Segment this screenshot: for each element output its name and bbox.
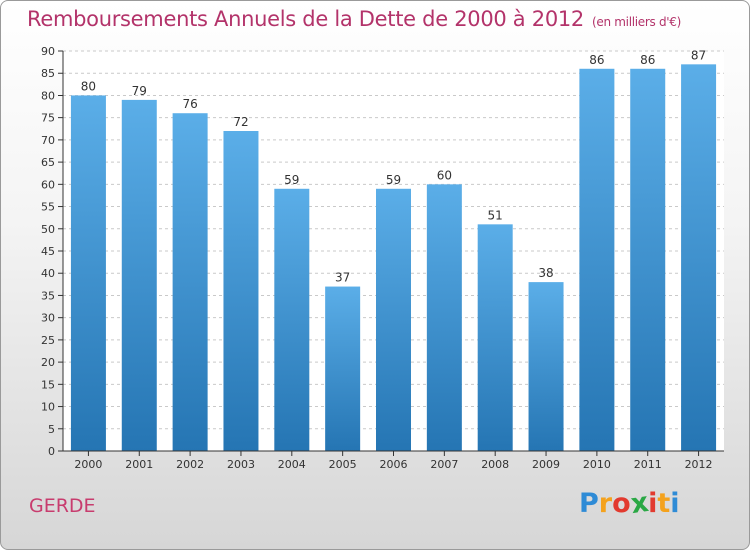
y-tick-label: 10 bbox=[41, 401, 55, 414]
y-tick-label: 15 bbox=[41, 378, 55, 391]
y-tick-label: 90 bbox=[41, 45, 55, 58]
chart-title: Remboursements Annuels de la Dette de 20… bbox=[27, 7, 681, 31]
bar-value-label: 59 bbox=[386, 173, 401, 187]
bar-value-label: 86 bbox=[640, 53, 655, 67]
bar bbox=[325, 286, 361, 451]
y-tick-label: 85 bbox=[41, 67, 55, 80]
bar bbox=[681, 64, 717, 452]
x-tick-label: 2010 bbox=[583, 458, 611, 471]
logo-letter: P bbox=[579, 488, 599, 519]
bar-value-label: 37 bbox=[335, 271, 350, 285]
bar bbox=[376, 188, 411, 451]
x-tick-label: 2002 bbox=[176, 458, 204, 471]
logo-letter: i bbox=[648, 488, 658, 519]
bar-value-label: 60 bbox=[437, 168, 452, 182]
x-tick-label: 2005 bbox=[329, 458, 357, 471]
bar bbox=[172, 113, 208, 451]
x-tick-label: 2012 bbox=[685, 458, 713, 471]
logo-letter: i bbox=[670, 488, 680, 519]
y-tick-label: 20 bbox=[41, 356, 55, 369]
y-tick-label: 40 bbox=[41, 267, 55, 280]
bar bbox=[274, 188, 310, 451]
x-tick-label: 2003 bbox=[227, 458, 255, 471]
y-tick-label: 65 bbox=[41, 156, 55, 169]
y-tick-label: 45 bbox=[41, 245, 55, 258]
bar-value-label: 86 bbox=[589, 53, 604, 67]
bar bbox=[426, 184, 462, 452]
bar bbox=[528, 282, 564, 451]
y-tick-label: 75 bbox=[41, 112, 55, 125]
y-tick-label: 30 bbox=[41, 312, 55, 325]
x-tick-label: 2000 bbox=[74, 458, 102, 471]
y-tick-label: 25 bbox=[41, 334, 55, 347]
bar bbox=[223, 131, 259, 451]
x-tick-label: 2008 bbox=[481, 458, 509, 471]
bar bbox=[630, 68, 666, 452]
x-tick-label: 2007 bbox=[430, 458, 458, 471]
bar-value-label: 72 bbox=[233, 115, 248, 129]
bar-value-label: 38 bbox=[538, 266, 553, 280]
chart-title-text: Remboursements Annuels de la Dette de 20… bbox=[27, 7, 584, 31]
y-tick-label: 5 bbox=[48, 423, 55, 436]
x-tick-label: 2006 bbox=[380, 458, 408, 471]
bar-value-label: 79 bbox=[132, 84, 147, 98]
chart-subtitle: (en milliers d'€) bbox=[592, 15, 682, 29]
bar-value-label: 76 bbox=[182, 97, 197, 111]
bar bbox=[579, 68, 615, 452]
bar-value-label: 59 bbox=[284, 173, 299, 187]
y-tick-label: 70 bbox=[41, 134, 55, 147]
proxiti-logo: Proxiti bbox=[579, 486, 680, 521]
bar bbox=[477, 224, 513, 451]
y-tick-label: 55 bbox=[41, 201, 55, 214]
x-tick-label: 2009 bbox=[532, 458, 560, 471]
y-tick-label: 50 bbox=[41, 223, 55, 236]
x-tick-label: 2004 bbox=[278, 458, 306, 471]
bar-value-label: 80 bbox=[81, 79, 96, 93]
logo-letter: r bbox=[598, 488, 613, 519]
logo-letter: t bbox=[657, 488, 671, 519]
bar-value-label: 51 bbox=[488, 208, 503, 222]
y-tick-label: 0 bbox=[48, 445, 55, 458]
commune-name: GERDE bbox=[29, 495, 96, 517]
y-tick-label: 35 bbox=[41, 289, 55, 302]
x-tick-label: 2011 bbox=[634, 458, 662, 471]
x-tick-label: 2001 bbox=[125, 458, 153, 471]
y-tick-label: 80 bbox=[41, 89, 55, 102]
bar bbox=[121, 99, 157, 451]
bar-value-label: 87 bbox=[691, 48, 706, 62]
y-tick-label: 60 bbox=[41, 178, 55, 191]
logo-letter: o bbox=[612, 488, 631, 519]
logo-letter: x bbox=[628, 486, 651, 521]
bar bbox=[70, 95, 106, 451]
